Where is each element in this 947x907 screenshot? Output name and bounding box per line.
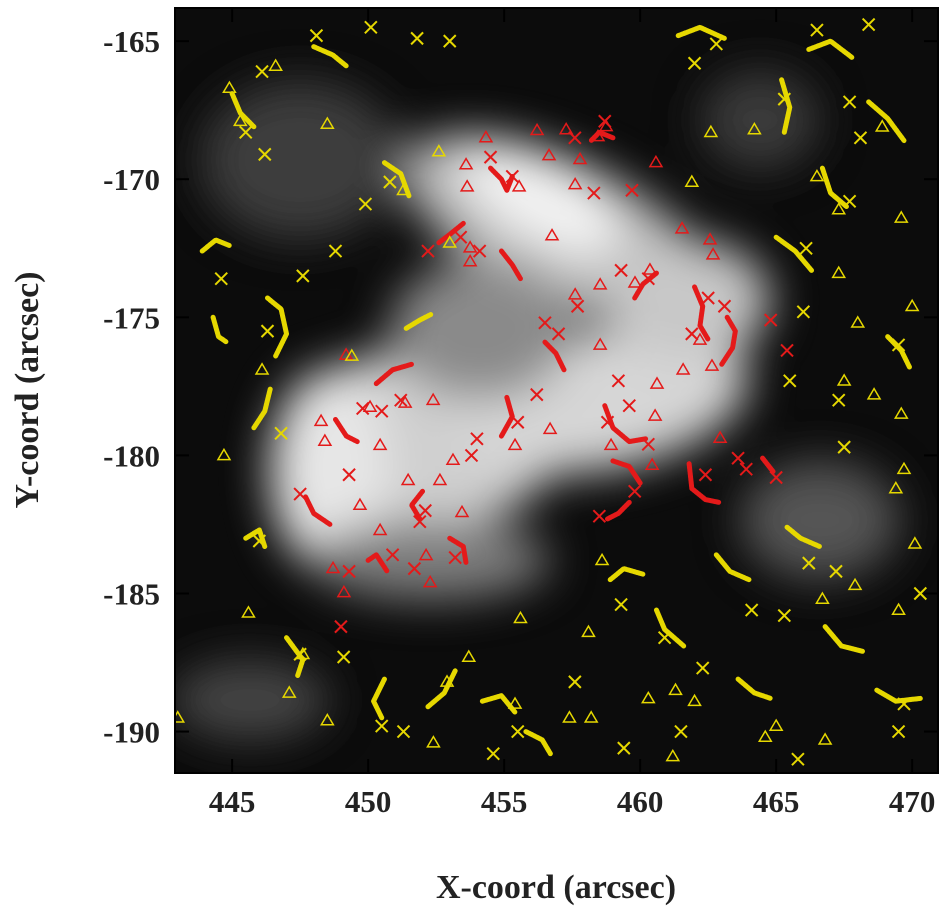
- y-tick-label: -185: [103, 576, 160, 611]
- x-tick-label: 470: [889, 784, 936, 819]
- x-axis-title: X-coord (arcsec): [436, 869, 676, 906]
- image-background: [170, 8, 938, 773]
- y-tick-label: -180: [103, 438, 160, 473]
- y-tick-label: -165: [103, 24, 160, 59]
- x-tick-label: 450: [345, 784, 392, 819]
- y-tick-label: -170: [103, 162, 160, 197]
- x-tick-label: 465: [753, 784, 800, 819]
- y-tick-label: -175: [103, 300, 160, 335]
- y-axis-title: Y-coord (arcsec): [9, 272, 46, 509]
- x-tick-label: 445: [209, 784, 256, 819]
- y-tick-label: -190: [103, 715, 160, 750]
- x-tick-label: 455: [481, 784, 528, 819]
- chart: X-coord (arcsec) Y-coord (arcsec) 445 450…: [0, 0, 947, 907]
- x-tick-label: 460: [617, 784, 664, 819]
